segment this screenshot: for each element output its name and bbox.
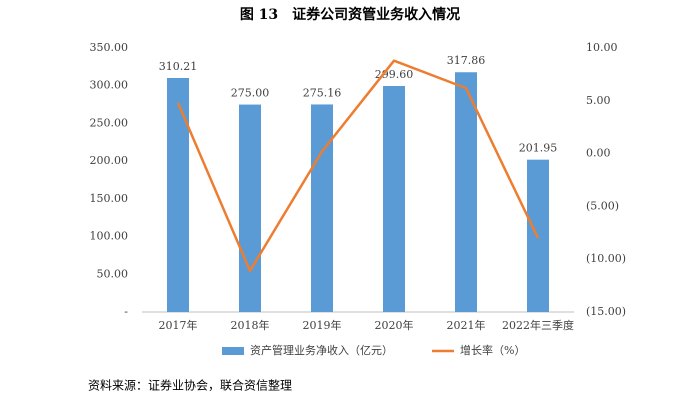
bar (383, 86, 405, 313)
label-bg (375, 67, 413, 82)
y2-tick-label: (10.00) (586, 252, 626, 265)
label-bg (447, 53, 485, 68)
label-bg (231, 85, 269, 100)
value-label: 275.00 (231, 87, 270, 100)
y2-tick-label: 0.00 (586, 147, 611, 160)
legend-label: 增长率（%） (460, 343, 525, 357)
label-bg (159, 59, 197, 74)
chart-title: 图 13 证券公司资管业务收入情况 (240, 6, 460, 23)
bar (311, 104, 333, 312)
value-label: 275.16 (303, 86, 342, 99)
bar (455, 72, 477, 313)
legend-label: 资产管理业务净收入（亿元） (250, 343, 393, 357)
y2-tick-label: (15.00) (586, 305, 626, 318)
y-tick-label: 200.00 (90, 154, 129, 167)
bar (239, 104, 261, 312)
source-note: 资料来源：证券业协会，联合资信整理 (88, 378, 292, 393)
y-tick-label: 350.00 (90, 41, 129, 54)
y-tick-label: 300.00 (90, 79, 129, 92)
y-tick-label: - (124, 305, 128, 318)
y-tick-label: 100.00 (90, 230, 129, 243)
x-tick-label: 2021年 (447, 318, 486, 332)
y-tick-label: 50.00 (97, 267, 129, 280)
y-tick-label: 150.00 (90, 192, 129, 205)
y-tick-label: 250.00 (90, 116, 129, 129)
line (176, 59, 540, 273)
value-label: 201.95 (519, 142, 558, 155)
bar (167, 78, 189, 312)
x-tick-label: 2020年 (375, 318, 414, 332)
x-tick-label: 2018年 (231, 318, 270, 332)
x-tick-label: 2017年 (159, 318, 198, 332)
x-tick-label: 2019年 (303, 318, 342, 332)
y2-tick-label: 5.00 (586, 94, 611, 107)
label-bg (519, 140, 557, 155)
y2-tick-label: 10.00 (586, 41, 618, 54)
y2-tick-label: (5.00) (586, 199, 619, 212)
x-tick-label: 2022年三季度 (502, 318, 574, 332)
label-bg (303, 85, 341, 100)
value-label: 310.21 (159, 60, 198, 73)
value-label: 317.86 (447, 54, 486, 67)
legend-swatch (222, 347, 244, 355)
